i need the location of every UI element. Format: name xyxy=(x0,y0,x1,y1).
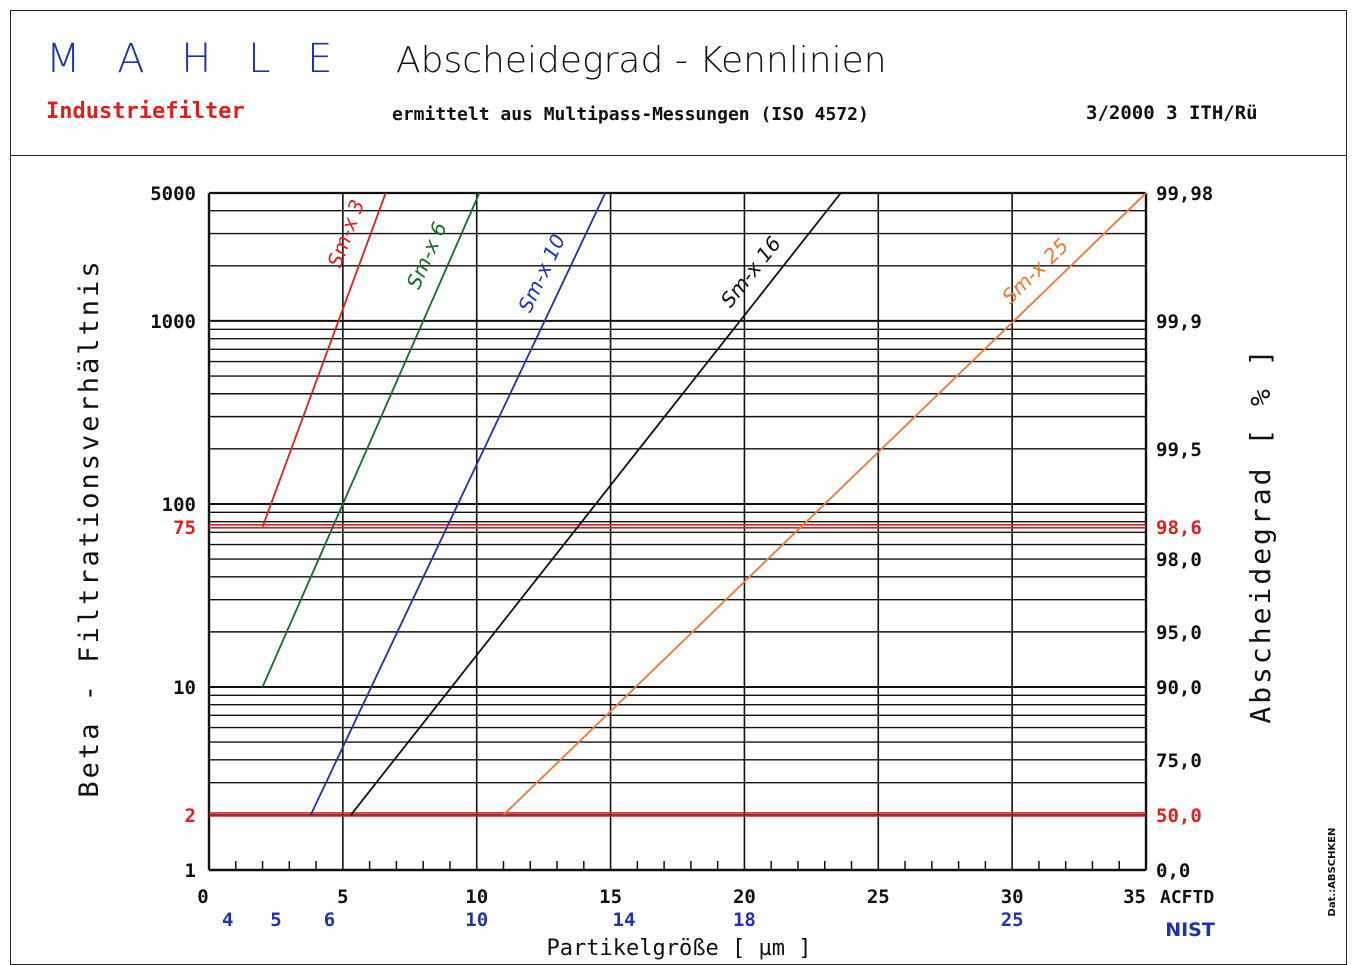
x-nist-tick-label: 25 xyxy=(1001,909,1024,931)
y-left-tick-label: 5000 xyxy=(150,183,196,205)
y-axis-title-left: Beta - Filtrationsverhältnis xyxy=(74,258,105,797)
footer-code: Dat.:ABSCHKEN xyxy=(1327,828,1338,917)
date-code: 3/2000 3 ITH/Rü xyxy=(1086,102,1258,124)
page-title: Abscheidegrad - Kennlinien xyxy=(396,40,887,81)
series-label: Sm-x 6 xyxy=(402,218,452,292)
y-left-tick-label: 1 xyxy=(185,860,196,882)
y-right-tick-label: 95,0 xyxy=(1156,622,1202,644)
series-line xyxy=(502,192,1147,816)
series-line xyxy=(261,192,481,688)
y-right-tick-label: 98,6 xyxy=(1156,517,1202,539)
y-left-tick-label: 100 xyxy=(162,494,196,516)
x-nist-tick-label: 14 xyxy=(613,909,636,931)
y-right-tick-label: 99,9 xyxy=(1156,311,1202,333)
x-tick-label: 30 xyxy=(1001,886,1024,908)
y-right-tick-label: 98,0 xyxy=(1156,549,1202,571)
x-tick-label: 20 xyxy=(733,886,756,908)
series-label: Sm-x 16 xyxy=(716,232,786,312)
x-tick-label: 35 xyxy=(1123,886,1146,908)
y-right-tick-label: 75,0 xyxy=(1156,750,1202,772)
brand-subtitle: Industriefilter xyxy=(46,99,245,124)
x-tick-label: 15 xyxy=(599,886,622,908)
page-subtitle: ermittelt aus Multipass-Messungen (ISO 4… xyxy=(392,104,869,125)
x-axis-name-acftd: ACFTD xyxy=(1160,887,1214,908)
y-left-tick-label: 10 xyxy=(173,677,196,699)
y-left-tick-label: 2 xyxy=(185,805,196,827)
y-right-tick-label: 90,0 xyxy=(1156,677,1202,699)
x-tick-label: 10 xyxy=(465,886,488,908)
y-right-tick-label: 0,0 xyxy=(1156,860,1190,882)
y-right-tick-label: 99,98 xyxy=(1156,183,1213,205)
x-nist-tick-label: 6 xyxy=(324,909,335,931)
x-tick-label: 0 xyxy=(197,886,208,908)
x-axis-name-nist: NIST xyxy=(1165,919,1215,941)
y-right-tick-label: 99,5 xyxy=(1156,439,1202,461)
x-nist-tick-label: 10 xyxy=(465,909,488,931)
series-line xyxy=(350,192,842,816)
x-tick-label: 5 xyxy=(337,886,348,908)
x-nist-tick-label: 18 xyxy=(733,909,756,931)
y-left-tick-label: 1000 xyxy=(150,311,196,333)
series-line xyxy=(309,192,607,816)
x-nist-tick-label: 5 xyxy=(270,909,281,931)
header-divider xyxy=(10,155,1347,156)
series-label: Sm-x 10 xyxy=(513,230,570,315)
y-axis-title-right: Abscheidegrad [ % ] xyxy=(1244,346,1277,723)
series-line xyxy=(261,192,387,528)
x-tick-label: 25 xyxy=(867,886,890,908)
series-label: Sm-x 25 xyxy=(997,234,1073,309)
y-right-tick-label: 50,0 xyxy=(1156,805,1202,827)
brand-logo: M A H L E xyxy=(46,36,345,82)
x-nist-tick-label: 4 xyxy=(222,909,233,931)
x-axis-title: Partikelgröße [ µm ] xyxy=(547,936,812,961)
y-left-tick-label: 75 xyxy=(173,517,196,539)
